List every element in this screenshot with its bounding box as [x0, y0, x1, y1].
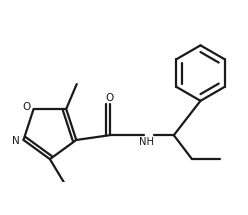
Text: N: N — [12, 136, 20, 146]
Text: NH: NH — [139, 137, 154, 147]
Text: O: O — [106, 93, 114, 103]
Text: O: O — [22, 102, 31, 112]
